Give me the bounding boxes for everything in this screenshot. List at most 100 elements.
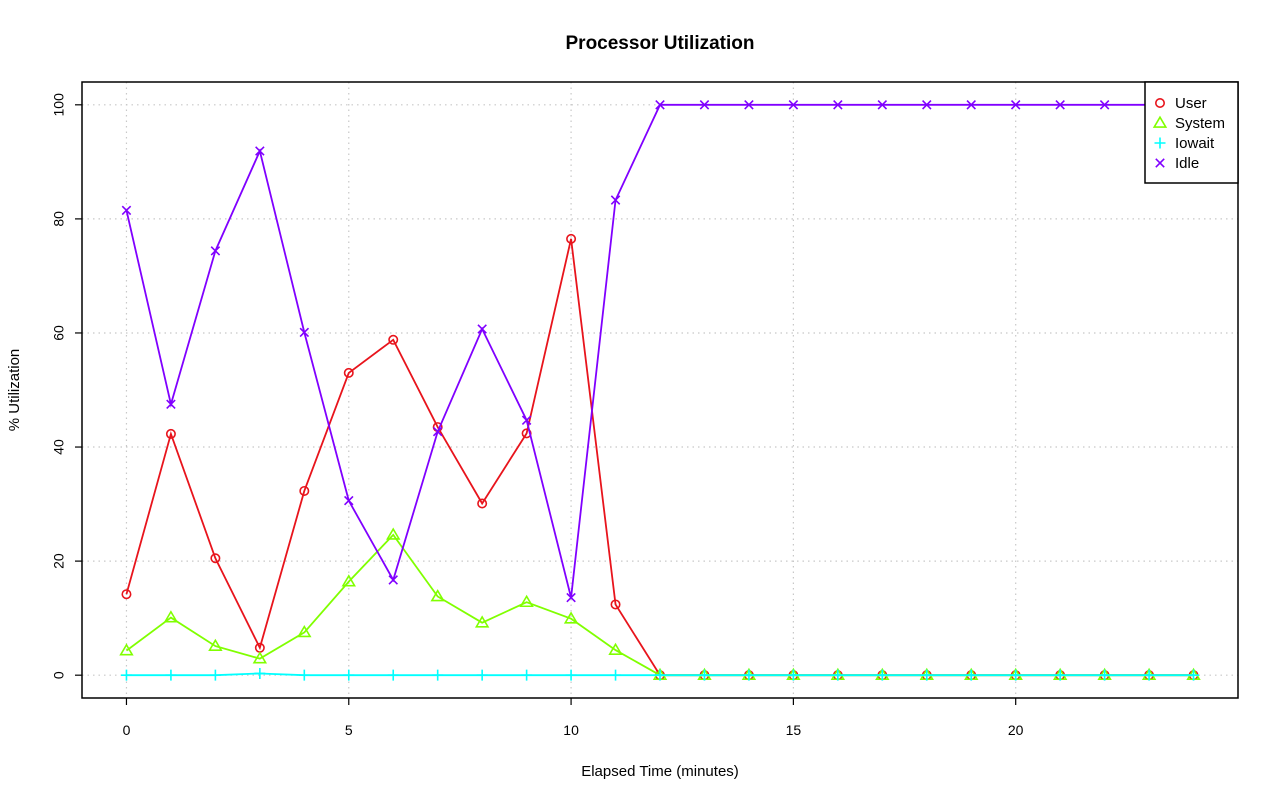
data-point-idle — [388, 575, 398, 585]
data-point-system — [430, 589, 445, 602]
data-point-idle — [299, 327, 310, 338]
data-point-system — [474, 615, 490, 628]
legend-label-system: System — [1175, 115, 1225, 132]
axes-layer: 0 5 10 15 20 0 20 40 60 80 100 — [51, 81, 1239, 738]
series-layer — [119, 100, 1201, 681]
plot-frame — [81, 81, 1239, 699]
data-point-iowait — [610, 669, 622, 681]
data-point-iowait — [787, 669, 799, 681]
x-tick-label: 10 — [563, 722, 579, 738]
data-point-idle — [166, 399, 176, 410]
legend-item-idle: Idle — [1155, 155, 1199, 172]
data-point-system — [252, 651, 268, 664]
data-point-idle — [255, 146, 265, 156]
data-point-iowait — [698, 669, 710, 681]
data-point-iowait — [209, 669, 221, 681]
data-point-iowait — [965, 669, 977, 681]
y-tick-label: 80 — [51, 211, 67, 227]
data-point-iowait — [298, 669, 310, 681]
series-system — [119, 527, 1201, 681]
data-point-iowait — [1188, 669, 1200, 681]
legend-label-iowait: Iowait — [1175, 135, 1215, 152]
data-point-system — [208, 638, 223, 651]
data-point-iowait — [476, 669, 488, 681]
data-point-idle — [877, 100, 888, 110]
data-point-idle — [121, 205, 132, 216]
data-point-user — [388, 334, 399, 345]
legend-marker-iowait — [1154, 137, 1166, 149]
y-tick-label: 100 — [51, 93, 67, 117]
data-point-iowait — [521, 669, 533, 681]
data-point-iowait — [432, 669, 444, 681]
data-point-user — [477, 498, 488, 509]
data-point-iowait — [165, 669, 177, 681]
legend: User System Iowait Idle — [1144, 81, 1239, 184]
data-point-system — [386, 527, 401, 540]
grid-layer — [82, 82, 1238, 698]
x-tick-label: 0 — [123, 722, 131, 738]
data-point-idle — [1055, 100, 1065, 110]
data-point-iowait — [343, 669, 355, 681]
data-point-system — [519, 594, 534, 608]
data-point-idle — [477, 324, 487, 334]
data-point-idle — [922, 100, 932, 110]
x-tick-label: 20 — [1008, 722, 1024, 738]
data-point-system — [563, 611, 579, 624]
series-iowait — [120, 667, 1200, 681]
series-line-idle — [125, 103, 1194, 598]
data-point-iowait — [1099, 669, 1111, 681]
data-point-iowait — [1054, 669, 1066, 681]
data-point-user — [210, 553, 221, 564]
data-point-iowait — [120, 669, 132, 681]
data-point-iowait — [876, 669, 888, 681]
chart-title: Processor Utilization — [566, 33, 755, 54]
data-point-idle — [699, 100, 710, 110]
legend-marker-user — [1155, 98, 1166, 109]
data-point-idle — [521, 415, 532, 425]
data-point-user — [610, 599, 621, 610]
y-tick-label: 0 — [51, 671, 67, 679]
series-idle — [121, 100, 1199, 603]
data-point-iowait — [921, 669, 933, 681]
data-point-idle — [344, 495, 354, 506]
data-point-idle — [610, 195, 621, 205]
legend-marker-system — [1152, 115, 1168, 128]
data-point-idle — [432, 426, 443, 437]
data-point-system — [163, 610, 179, 623]
data-point-system — [297, 625, 312, 638]
legend-item-iowait: Iowait — [1154, 135, 1215, 152]
data-point-user — [343, 367, 354, 378]
data-point-user — [121, 589, 132, 600]
data-point-user — [566, 233, 577, 244]
data-point-user — [165, 428, 176, 439]
data-point-idle — [1010, 100, 1021, 110]
data-point-idle — [788, 100, 799, 110]
x-axis-label: Elapsed Time (minutes) — [581, 763, 739, 780]
data-point-iowait — [743, 669, 755, 681]
series-line-user — [125, 238, 1194, 677]
legend-marker-idle — [1155, 158, 1165, 168]
data-point-idle — [210, 246, 221, 256]
legend-label-idle: Idle — [1175, 155, 1199, 172]
data-point-idle — [744, 100, 754, 110]
legend-label-user: User — [1175, 95, 1207, 112]
y-axis-label: % Utilization — [6, 349, 23, 432]
x-tick-label: 5 — [345, 722, 353, 738]
y-tick-label: 60 — [51, 325, 67, 341]
data-point-system — [341, 574, 356, 587]
data-point-iowait — [565, 669, 577, 681]
data-point-system — [119, 643, 134, 656]
data-point-idle — [1099, 100, 1110, 110]
data-point-iowait — [387, 669, 399, 681]
series-user — [121, 233, 1199, 681]
data-point-iowait — [832, 669, 844, 681]
legend-item-user: User — [1155, 95, 1207, 112]
data-point-idle — [655, 100, 665, 110]
data-point-system — [608, 642, 623, 655]
data-point-iowait — [1010, 669, 1022, 681]
data-point-iowait — [254, 667, 266, 679]
data-point-idle — [566, 592, 576, 603]
y-tick-label: 20 — [51, 553, 67, 569]
data-point-user — [299, 485, 310, 496]
